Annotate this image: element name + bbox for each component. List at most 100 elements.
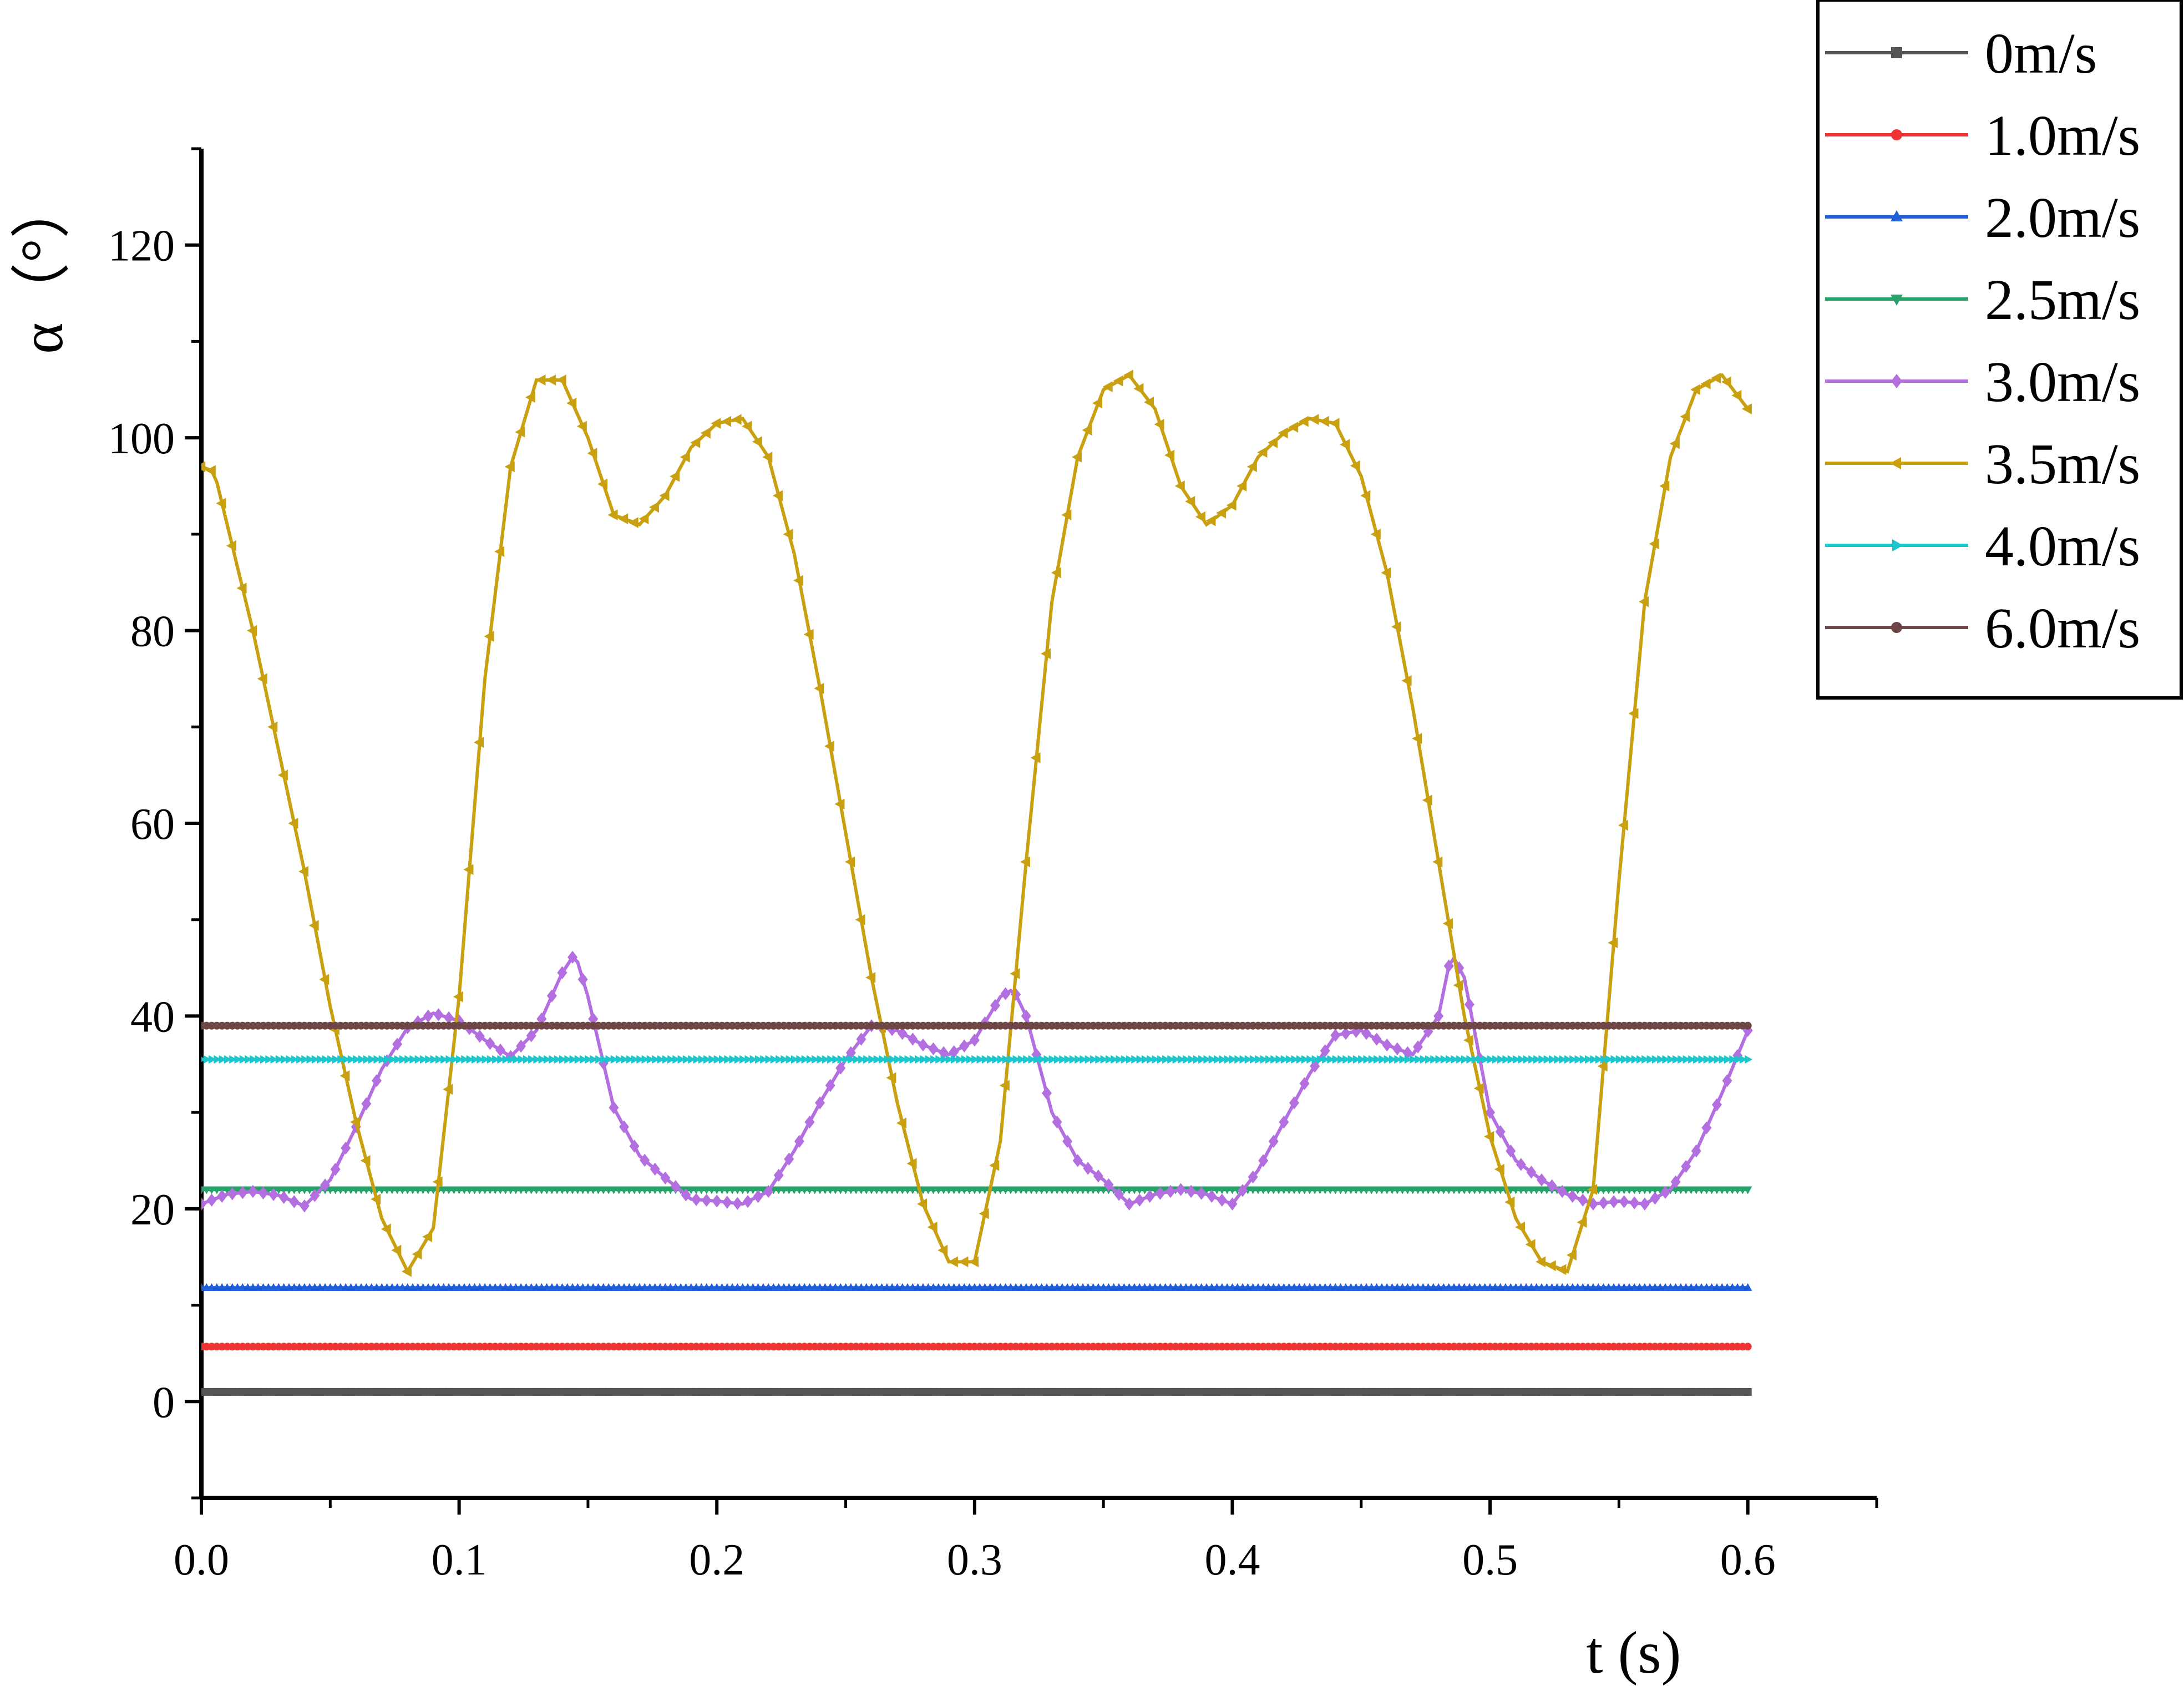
data-point	[543, 1055, 551, 1064]
data-point	[672, 1055, 681, 1064]
y-tick-label: 80	[130, 607, 175, 656]
x-tick-label: 0.3	[947, 1536, 1002, 1584]
data-point	[1164, 449, 1175, 461]
legend-label: 1.0m/s	[1985, 104, 2140, 168]
data-point	[815, 1096, 825, 1110]
data-point	[1516, 1158, 1526, 1171]
data-point	[394, 1055, 402, 1064]
data-point	[1660, 1186, 1671, 1199]
data-point	[289, 1195, 300, 1208]
data-point	[1533, 1055, 1542, 1064]
data-point	[961, 1055, 969, 1064]
data-point	[1188, 1055, 1196, 1064]
data-point	[610, 1055, 619, 1064]
data-point	[956, 1055, 964, 1064]
x-tick-label: 0.0	[174, 1536, 229, 1584]
data-point	[587, 448, 597, 459]
data-point	[1709, 1055, 1717, 1064]
y-tick-label: 0	[153, 1378, 175, 1427]
data-point	[1487, 1055, 1495, 1064]
data-point	[1075, 1055, 1083, 1064]
data-point	[1569, 1055, 1578, 1064]
data-point	[1744, 1388, 1752, 1396]
data-point	[507, 1055, 515, 1064]
data-point	[744, 1055, 753, 1064]
data-point	[1432, 856, 1443, 868]
data-point	[391, 1244, 402, 1256]
data-point	[518, 1055, 526, 1064]
data-point	[492, 1055, 500, 1064]
data-point	[236, 583, 247, 594]
data-point	[1227, 1197, 1238, 1211]
data-point	[1020, 856, 1030, 868]
x-tick-label: 0.4	[1204, 1536, 1260, 1584]
data-point	[1526, 1166, 1537, 1179]
data-point	[425, 1055, 433, 1064]
data-point	[502, 1055, 510, 1064]
data-point	[908, 1032, 918, 1046]
data-point	[1639, 596, 1649, 607]
data-point	[310, 1189, 320, 1202]
data-point	[1745, 1055, 1753, 1064]
data-point	[1121, 1055, 1129, 1064]
data-point	[646, 1055, 655, 1064]
data-point	[1080, 1055, 1088, 1064]
data-point	[1512, 1055, 1521, 1064]
data-point	[1566, 1249, 1577, 1261]
y-tick-label: 120	[108, 222, 175, 271]
data-point	[275, 1055, 283, 1064]
series-3.5m/s	[201, 369, 1752, 1277]
data-point	[822, 1055, 830, 1064]
data-point	[1126, 1055, 1134, 1064]
data-point	[536, 1012, 547, 1026]
data-point	[997, 1055, 1005, 1064]
data-point	[1051, 567, 1061, 579]
data-point	[781, 1055, 789, 1064]
data-point	[513, 1055, 521, 1064]
data-point	[1618, 819, 1628, 831]
data-point	[286, 1055, 294, 1064]
data-point	[1711, 1098, 1722, 1111]
x-tick-label: 0.5	[1462, 1536, 1518, 1584]
data-point	[1100, 1055, 1108, 1064]
legend: 0m/s 1.0m/s 2.0m/s 2.5m/s 3.0m/s 3.5m/s 4.0m/s…	[1816, 0, 2183, 700]
data-point	[1608, 937, 1618, 949]
data-point	[1053, 1055, 1062, 1064]
data-point	[856, 1032, 866, 1046]
data-point	[288, 818, 298, 829]
data-point	[749, 1055, 758, 1064]
data-point	[1739, 1055, 1747, 1064]
data-point	[918, 1038, 928, 1052]
data-point	[1722, 1074, 1732, 1087]
data-point	[494, 546, 505, 558]
data-point	[609, 1101, 619, 1115]
series-1.0m/s	[201, 1343, 1752, 1351]
data-point	[1196, 1187, 1207, 1200]
data-point	[1379, 1055, 1387, 1064]
data-point	[1288, 422, 1299, 433]
data-point	[595, 1055, 603, 1064]
data-point	[1113, 375, 1123, 387]
data-point	[1093, 1169, 1103, 1183]
data-point	[1412, 1040, 1423, 1054]
data-point	[1425, 1055, 1433, 1064]
data-point	[1662, 1055, 1670, 1064]
data-point	[1741, 403, 1752, 414]
data-point	[770, 1055, 778, 1064]
data-point	[337, 1055, 346, 1064]
data-point	[1423, 1025, 1433, 1038]
data-point	[824, 741, 834, 752]
legend-item: 1.0m/s	[1825, 104, 2140, 168]
data-point	[423, 1009, 433, 1023]
data-point	[327, 1055, 335, 1064]
legend-marker	[1891, 622, 1902, 633]
data-point	[1123, 369, 1133, 381]
data-point	[1144, 1189, 1155, 1203]
data-point	[722, 1196, 732, 1209]
legend-marker	[1892, 539, 1903, 551]
data-point	[1162, 1055, 1170, 1064]
data-point	[1095, 1055, 1103, 1064]
data-point	[1402, 1046, 1413, 1060]
data-point	[1577, 1217, 1587, 1228]
data-point	[1430, 1055, 1438, 1064]
